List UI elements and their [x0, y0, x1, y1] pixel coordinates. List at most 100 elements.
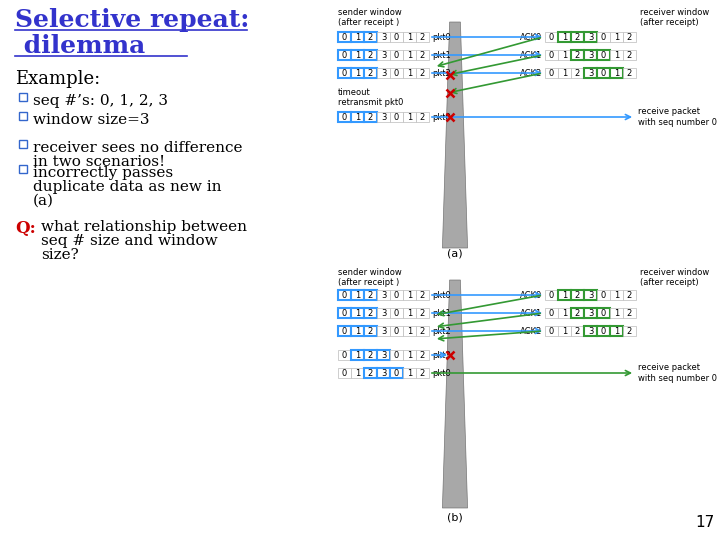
Text: pkt2: pkt2 — [432, 69, 451, 78]
Text: 0: 0 — [601, 327, 606, 335]
Text: ACK0: ACK0 — [520, 32, 542, 42]
Bar — [584, 308, 597, 318]
Bar — [623, 32, 636, 42]
Bar — [610, 50, 623, 60]
Text: 1: 1 — [407, 51, 412, 59]
Bar — [545, 290, 558, 300]
Text: 1: 1 — [562, 291, 567, 300]
Text: 2: 2 — [420, 327, 425, 335]
Bar — [19, 112, 27, 120]
Bar — [338, 50, 351, 60]
Text: 2: 2 — [575, 308, 580, 318]
Bar — [558, 308, 571, 318]
Text: pkt0: pkt0 — [432, 368, 451, 377]
Bar — [390, 308, 403, 318]
Bar — [403, 308, 416, 318]
Text: 3: 3 — [588, 51, 593, 59]
Text: size?: size? — [41, 248, 78, 262]
Bar — [364, 308, 377, 318]
Bar — [416, 112, 429, 122]
Bar — [351, 112, 364, 122]
Bar — [351, 68, 364, 78]
Text: 1: 1 — [407, 69, 412, 78]
Bar — [571, 32, 584, 42]
Bar — [338, 326, 351, 336]
Bar — [364, 290, 377, 300]
Bar — [377, 68, 390, 78]
Bar — [390, 368, 403, 378]
Bar — [403, 350, 416, 360]
Bar — [571, 68, 584, 78]
Text: receiver window
(after receipt): receiver window (after receipt) — [640, 268, 709, 287]
Bar — [545, 326, 558, 336]
Text: 2: 2 — [627, 51, 632, 59]
Bar — [584, 290, 597, 300]
Text: 0: 0 — [601, 32, 606, 42]
Text: 0: 0 — [394, 51, 399, 59]
Bar — [623, 50, 636, 60]
Text: (b): (b) — [447, 513, 463, 523]
Bar — [584, 326, 597, 336]
Text: 2: 2 — [420, 291, 425, 300]
Text: 0: 0 — [601, 291, 606, 300]
Text: what relationship between: what relationship between — [41, 220, 247, 234]
Text: 3: 3 — [381, 69, 386, 78]
Text: 1: 1 — [355, 32, 360, 42]
Text: 2: 2 — [575, 51, 580, 59]
Bar — [377, 368, 390, 378]
Text: 1: 1 — [407, 291, 412, 300]
Text: 1: 1 — [562, 51, 567, 59]
Text: 1: 1 — [562, 308, 567, 318]
Bar — [597, 308, 610, 318]
Text: 3: 3 — [588, 327, 593, 335]
Text: 1: 1 — [355, 112, 360, 122]
Bar — [571, 290, 584, 300]
Bar — [610, 308, 623, 318]
Text: 1: 1 — [614, 32, 619, 42]
Text: 3: 3 — [588, 32, 593, 42]
Text: 1: 1 — [355, 69, 360, 78]
Text: Q:: Q: — [15, 220, 36, 237]
Text: pkt1: pkt1 — [432, 308, 451, 318]
Text: 0: 0 — [394, 291, 399, 300]
Bar — [545, 68, 558, 78]
Bar — [351, 326, 364, 336]
Text: 0: 0 — [394, 69, 399, 78]
Bar — [364, 112, 377, 122]
Text: 2: 2 — [420, 51, 425, 59]
Text: seq # size and window: seq # size and window — [41, 234, 217, 248]
Bar — [390, 32, 403, 42]
Text: 0: 0 — [549, 308, 554, 318]
Text: 2: 2 — [368, 112, 373, 122]
Text: 3: 3 — [588, 308, 593, 318]
Text: 0: 0 — [601, 308, 606, 318]
Text: 17: 17 — [696, 515, 715, 530]
Bar — [338, 68, 351, 78]
Bar — [623, 308, 636, 318]
Bar — [571, 326, 584, 336]
Text: receive packet
with seq number 0: receive packet with seq number 0 — [638, 363, 717, 383]
Text: 3: 3 — [381, 291, 386, 300]
Text: 2: 2 — [575, 69, 580, 78]
Text: ACK2: ACK2 — [520, 327, 542, 335]
Text: 0: 0 — [342, 327, 347, 335]
Text: 3: 3 — [381, 350, 386, 360]
Text: Example:: Example: — [15, 70, 100, 88]
Text: pkt3: pkt3 — [432, 350, 451, 360]
Text: 2: 2 — [420, 308, 425, 318]
Text: 2: 2 — [627, 69, 632, 78]
Text: 1: 1 — [407, 368, 412, 377]
Bar — [545, 308, 558, 318]
Text: 2: 2 — [575, 327, 580, 335]
Text: 0: 0 — [549, 32, 554, 42]
Bar — [571, 50, 584, 60]
Text: ACK1: ACK1 — [520, 308, 542, 318]
Bar — [390, 290, 403, 300]
Text: 2: 2 — [627, 32, 632, 42]
Bar — [584, 32, 597, 42]
Text: 3: 3 — [381, 112, 386, 122]
Bar — [351, 50, 364, 60]
Text: 1: 1 — [407, 308, 412, 318]
Bar — [338, 290, 351, 300]
Bar — [623, 68, 636, 78]
